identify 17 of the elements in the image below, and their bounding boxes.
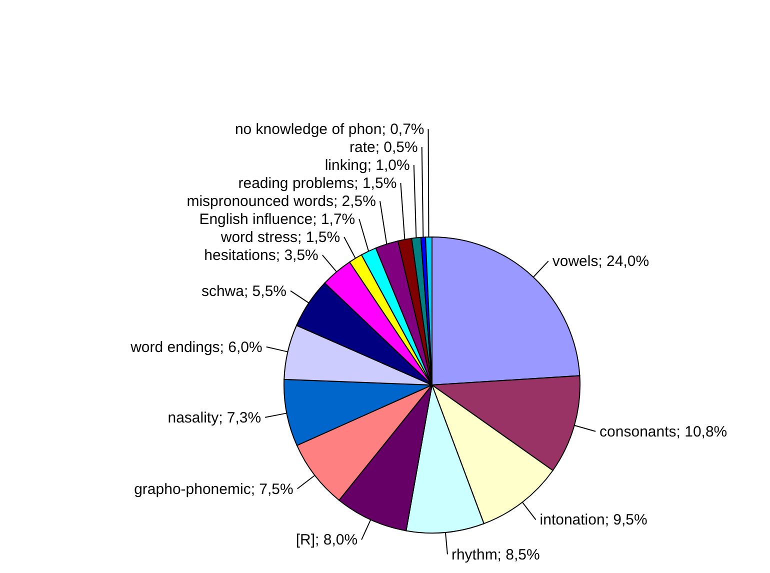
slice-label: vowels; 24,0% [552, 253, 650, 270]
slice-label: reading problems; 1,5% [238, 175, 397, 192]
slice-label: grapho-phonemic; 7,5% [134, 480, 294, 498]
slice-label: linking; 1,0% [324, 157, 410, 174]
slice-label: mispronounced words; 2,5% [186, 193, 376, 210]
slice-label: rate; 0,5% [349, 139, 418, 156]
slice-label: no knowledge of phon; 0,7% [234, 121, 424, 138]
slice-label: word stress; 1,5% [220, 229, 340, 246]
slice-label: intonation; 9,5% [540, 512, 648, 529]
slice-label: hesitations; 3,5% [204, 247, 318, 264]
slice-label: schwa; 5,5% [201, 282, 286, 300]
slice-label: rhythm; 8,5% [451, 546, 540, 564]
slice-label: English influence; 1,7% [199, 211, 356, 228]
slice-label: word endings; 6,0% [130, 338, 262, 356]
slice-label: [R]; 8,0% [296, 532, 358, 549]
slice-label: consonants; 10,8% [600, 423, 728, 440]
slice-label: nasality; 7,3% [168, 409, 262, 426]
